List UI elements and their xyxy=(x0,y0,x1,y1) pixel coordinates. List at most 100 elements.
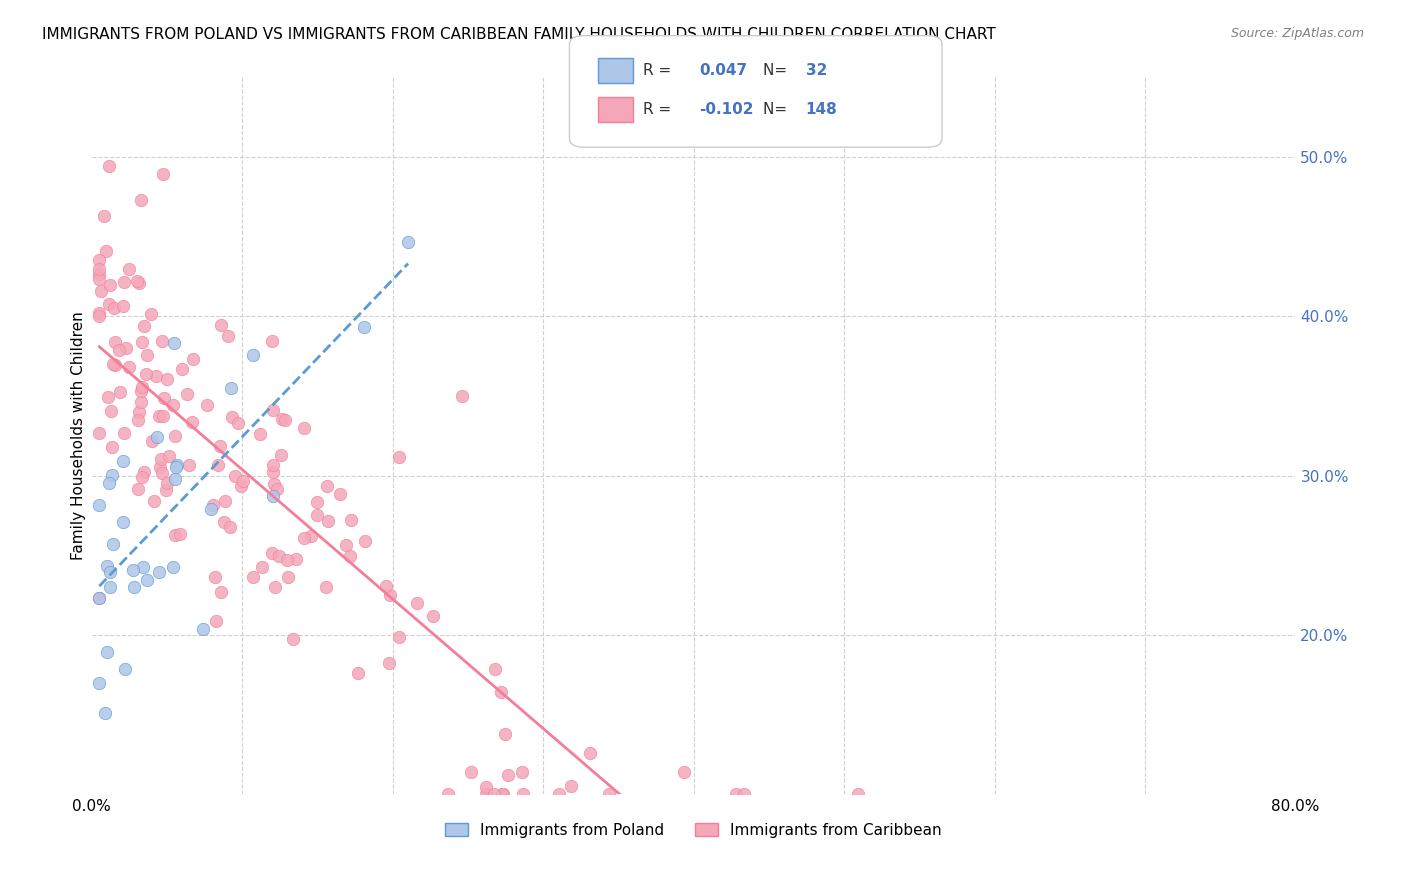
Point xyxy=(474,780,496,794)
Point xyxy=(96,244,118,259)
Point xyxy=(98,278,121,293)
Point xyxy=(271,411,294,425)
Point xyxy=(200,502,222,516)
Point xyxy=(90,284,112,298)
Point xyxy=(329,487,352,501)
Point xyxy=(149,452,172,467)
Point xyxy=(132,465,155,479)
Point xyxy=(134,318,156,333)
Point xyxy=(118,261,141,276)
Point xyxy=(89,675,111,690)
Point xyxy=(89,591,111,606)
Point xyxy=(129,395,152,409)
Point xyxy=(101,358,124,372)
Point xyxy=(162,560,184,574)
Text: 148: 148 xyxy=(806,103,838,117)
Point xyxy=(131,470,153,484)
Point xyxy=(229,479,252,493)
Point xyxy=(266,482,288,496)
Point xyxy=(262,402,284,417)
Point xyxy=(101,440,124,454)
Point xyxy=(89,310,111,324)
Point xyxy=(96,559,118,574)
Point xyxy=(96,645,118,659)
Point xyxy=(262,546,284,560)
Point xyxy=(353,320,375,334)
Point xyxy=(560,780,582,794)
Point xyxy=(163,528,186,542)
Point xyxy=(89,272,111,286)
Text: 32: 32 xyxy=(806,63,827,78)
Point xyxy=(212,516,235,530)
Text: N=: N= xyxy=(763,63,793,78)
Legend: Immigrants from Poland, Immigrants from Caribbean: Immigrants from Poland, Immigrants from … xyxy=(439,816,948,844)
Point xyxy=(207,458,229,473)
Point xyxy=(152,167,174,181)
Point xyxy=(316,514,339,528)
Point xyxy=(249,426,271,441)
Point xyxy=(135,574,157,588)
Point xyxy=(335,538,357,552)
Point xyxy=(547,787,569,801)
Point xyxy=(148,409,170,423)
Point xyxy=(270,448,292,462)
Point xyxy=(242,348,264,362)
Point xyxy=(232,474,254,488)
Point xyxy=(163,472,186,486)
Point xyxy=(267,549,290,564)
Point xyxy=(122,580,145,594)
Point xyxy=(142,494,165,508)
Point xyxy=(169,527,191,541)
Point xyxy=(262,465,284,479)
Point xyxy=(374,579,396,593)
Point xyxy=(155,371,177,385)
Text: -0.102: -0.102 xyxy=(699,103,754,117)
Point xyxy=(135,367,157,381)
Point xyxy=(510,764,533,779)
Point xyxy=(153,391,176,405)
Point xyxy=(166,458,188,472)
Point xyxy=(98,580,121,594)
Point xyxy=(146,430,169,444)
Point xyxy=(489,685,512,699)
Point xyxy=(100,404,122,418)
Point xyxy=(176,387,198,401)
Point xyxy=(274,412,297,426)
Point xyxy=(163,428,186,442)
Point xyxy=(339,549,361,564)
Text: Source: ZipAtlas.com: Source: ZipAtlas.com xyxy=(1230,27,1364,40)
Point xyxy=(149,460,172,475)
Point xyxy=(673,764,696,779)
Point xyxy=(277,569,299,583)
Point xyxy=(179,458,201,472)
Point xyxy=(378,588,401,602)
Point xyxy=(150,334,173,348)
Point xyxy=(112,275,135,289)
Point xyxy=(209,438,232,452)
Point xyxy=(299,529,322,543)
Point xyxy=(436,787,458,801)
Point xyxy=(157,449,180,463)
Point xyxy=(491,787,513,801)
Point xyxy=(451,389,474,403)
Point xyxy=(111,454,134,468)
Point xyxy=(579,746,602,760)
Point xyxy=(202,498,225,512)
Point xyxy=(94,706,117,720)
Point xyxy=(263,476,285,491)
Point xyxy=(156,476,179,491)
Point xyxy=(181,351,204,366)
Point xyxy=(484,662,506,676)
Point xyxy=(209,585,232,599)
Point xyxy=(127,413,149,427)
Point xyxy=(170,362,193,376)
Point xyxy=(97,475,120,490)
Point xyxy=(205,614,228,628)
Point xyxy=(114,662,136,676)
Point xyxy=(165,460,187,475)
Point xyxy=(846,787,869,801)
Point xyxy=(195,398,218,412)
Point xyxy=(136,348,159,362)
Point xyxy=(129,193,152,207)
Point xyxy=(285,552,308,566)
